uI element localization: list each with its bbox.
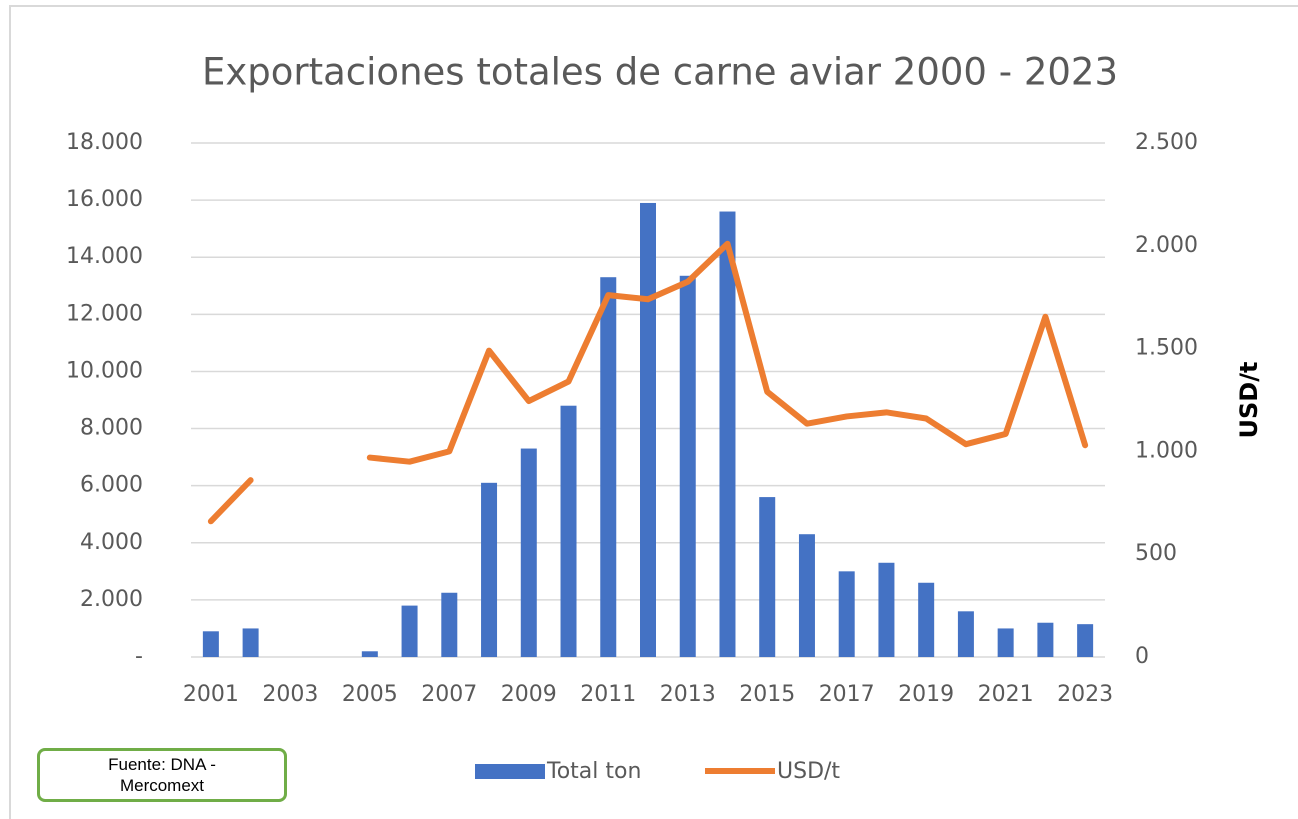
y2-tick-label: 2.000	[1135, 233, 1198, 258]
line	[207, 240, 1089, 525]
x-tick-label: 2023	[1057, 682, 1113, 707]
y-tick-label: 2.000	[80, 587, 143, 612]
bar	[441, 592, 458, 657]
y-tick-label: 18.000	[66, 130, 143, 155]
bar	[997, 628, 1014, 657]
y2-tick-label: 0	[1135, 644, 1149, 669]
y-tick-label: 12.000	[66, 301, 143, 326]
bar	[1077, 624, 1094, 657]
legend-label: Total ton	[546, 759, 641, 784]
x-tick-label: 2005	[342, 682, 398, 707]
y-tick-label: -	[135, 644, 143, 669]
bar	[361, 651, 378, 657]
bar	[957, 611, 974, 657]
bar	[401, 605, 418, 657]
bar	[520, 448, 537, 657]
y2-axis-label: USD/t	[1235, 362, 1263, 439]
bar	[918, 582, 935, 657]
y-tick-label: 14.000	[66, 244, 143, 269]
bar	[600, 277, 617, 657]
y2-tick-label: 1.500	[1135, 336, 1198, 361]
chart-title: Exportaciones totales de carne aviar 200…	[202, 51, 1118, 94]
source-text: Fuente: DNA - Mercomext	[108, 755, 216, 795]
y-tick-label: 16.000	[66, 187, 143, 212]
bar	[242, 628, 259, 657]
bar	[1037, 622, 1054, 657]
bar	[798, 534, 815, 657]
x-tick-label: 2001	[183, 682, 239, 707]
y-tick-label: 4.000	[80, 530, 143, 555]
y-tick-label: 6.000	[80, 473, 143, 498]
x-tick-label: 2011	[580, 682, 636, 707]
y2-tick-label: 2.500	[1135, 130, 1198, 155]
x-tick-label: 2009	[501, 682, 557, 707]
bar	[719, 211, 736, 658]
legend-label: USD/t	[777, 759, 840, 784]
legend-swatch	[475, 764, 545, 779]
bar	[679, 275, 696, 657]
x-tick-label: 2017	[819, 682, 875, 707]
y2-tick-label: 1.000	[1135, 438, 1198, 463]
bar	[481, 482, 498, 657]
x-tick-label: 2003	[262, 682, 318, 707]
bar	[759, 497, 776, 657]
x-tick-label: 2007	[421, 682, 477, 707]
bar	[202, 631, 219, 657]
x-tick-label: 2013	[660, 682, 716, 707]
x-tick-label: 2015	[739, 682, 795, 707]
bar	[640, 202, 656, 657]
x-tick-label: 2021	[978, 682, 1034, 707]
y-tick-label: 8.000	[80, 416, 143, 441]
x-tick-label: 2019	[898, 682, 954, 707]
bar	[838, 571, 855, 657]
bar	[878, 562, 895, 657]
y-tick-label: 10.000	[66, 358, 143, 383]
bar	[560, 405, 577, 657]
source-box: Fuente: DNA - Mercomext	[37, 748, 287, 802]
y2-tick-label: 500	[1135, 541, 1177, 566]
